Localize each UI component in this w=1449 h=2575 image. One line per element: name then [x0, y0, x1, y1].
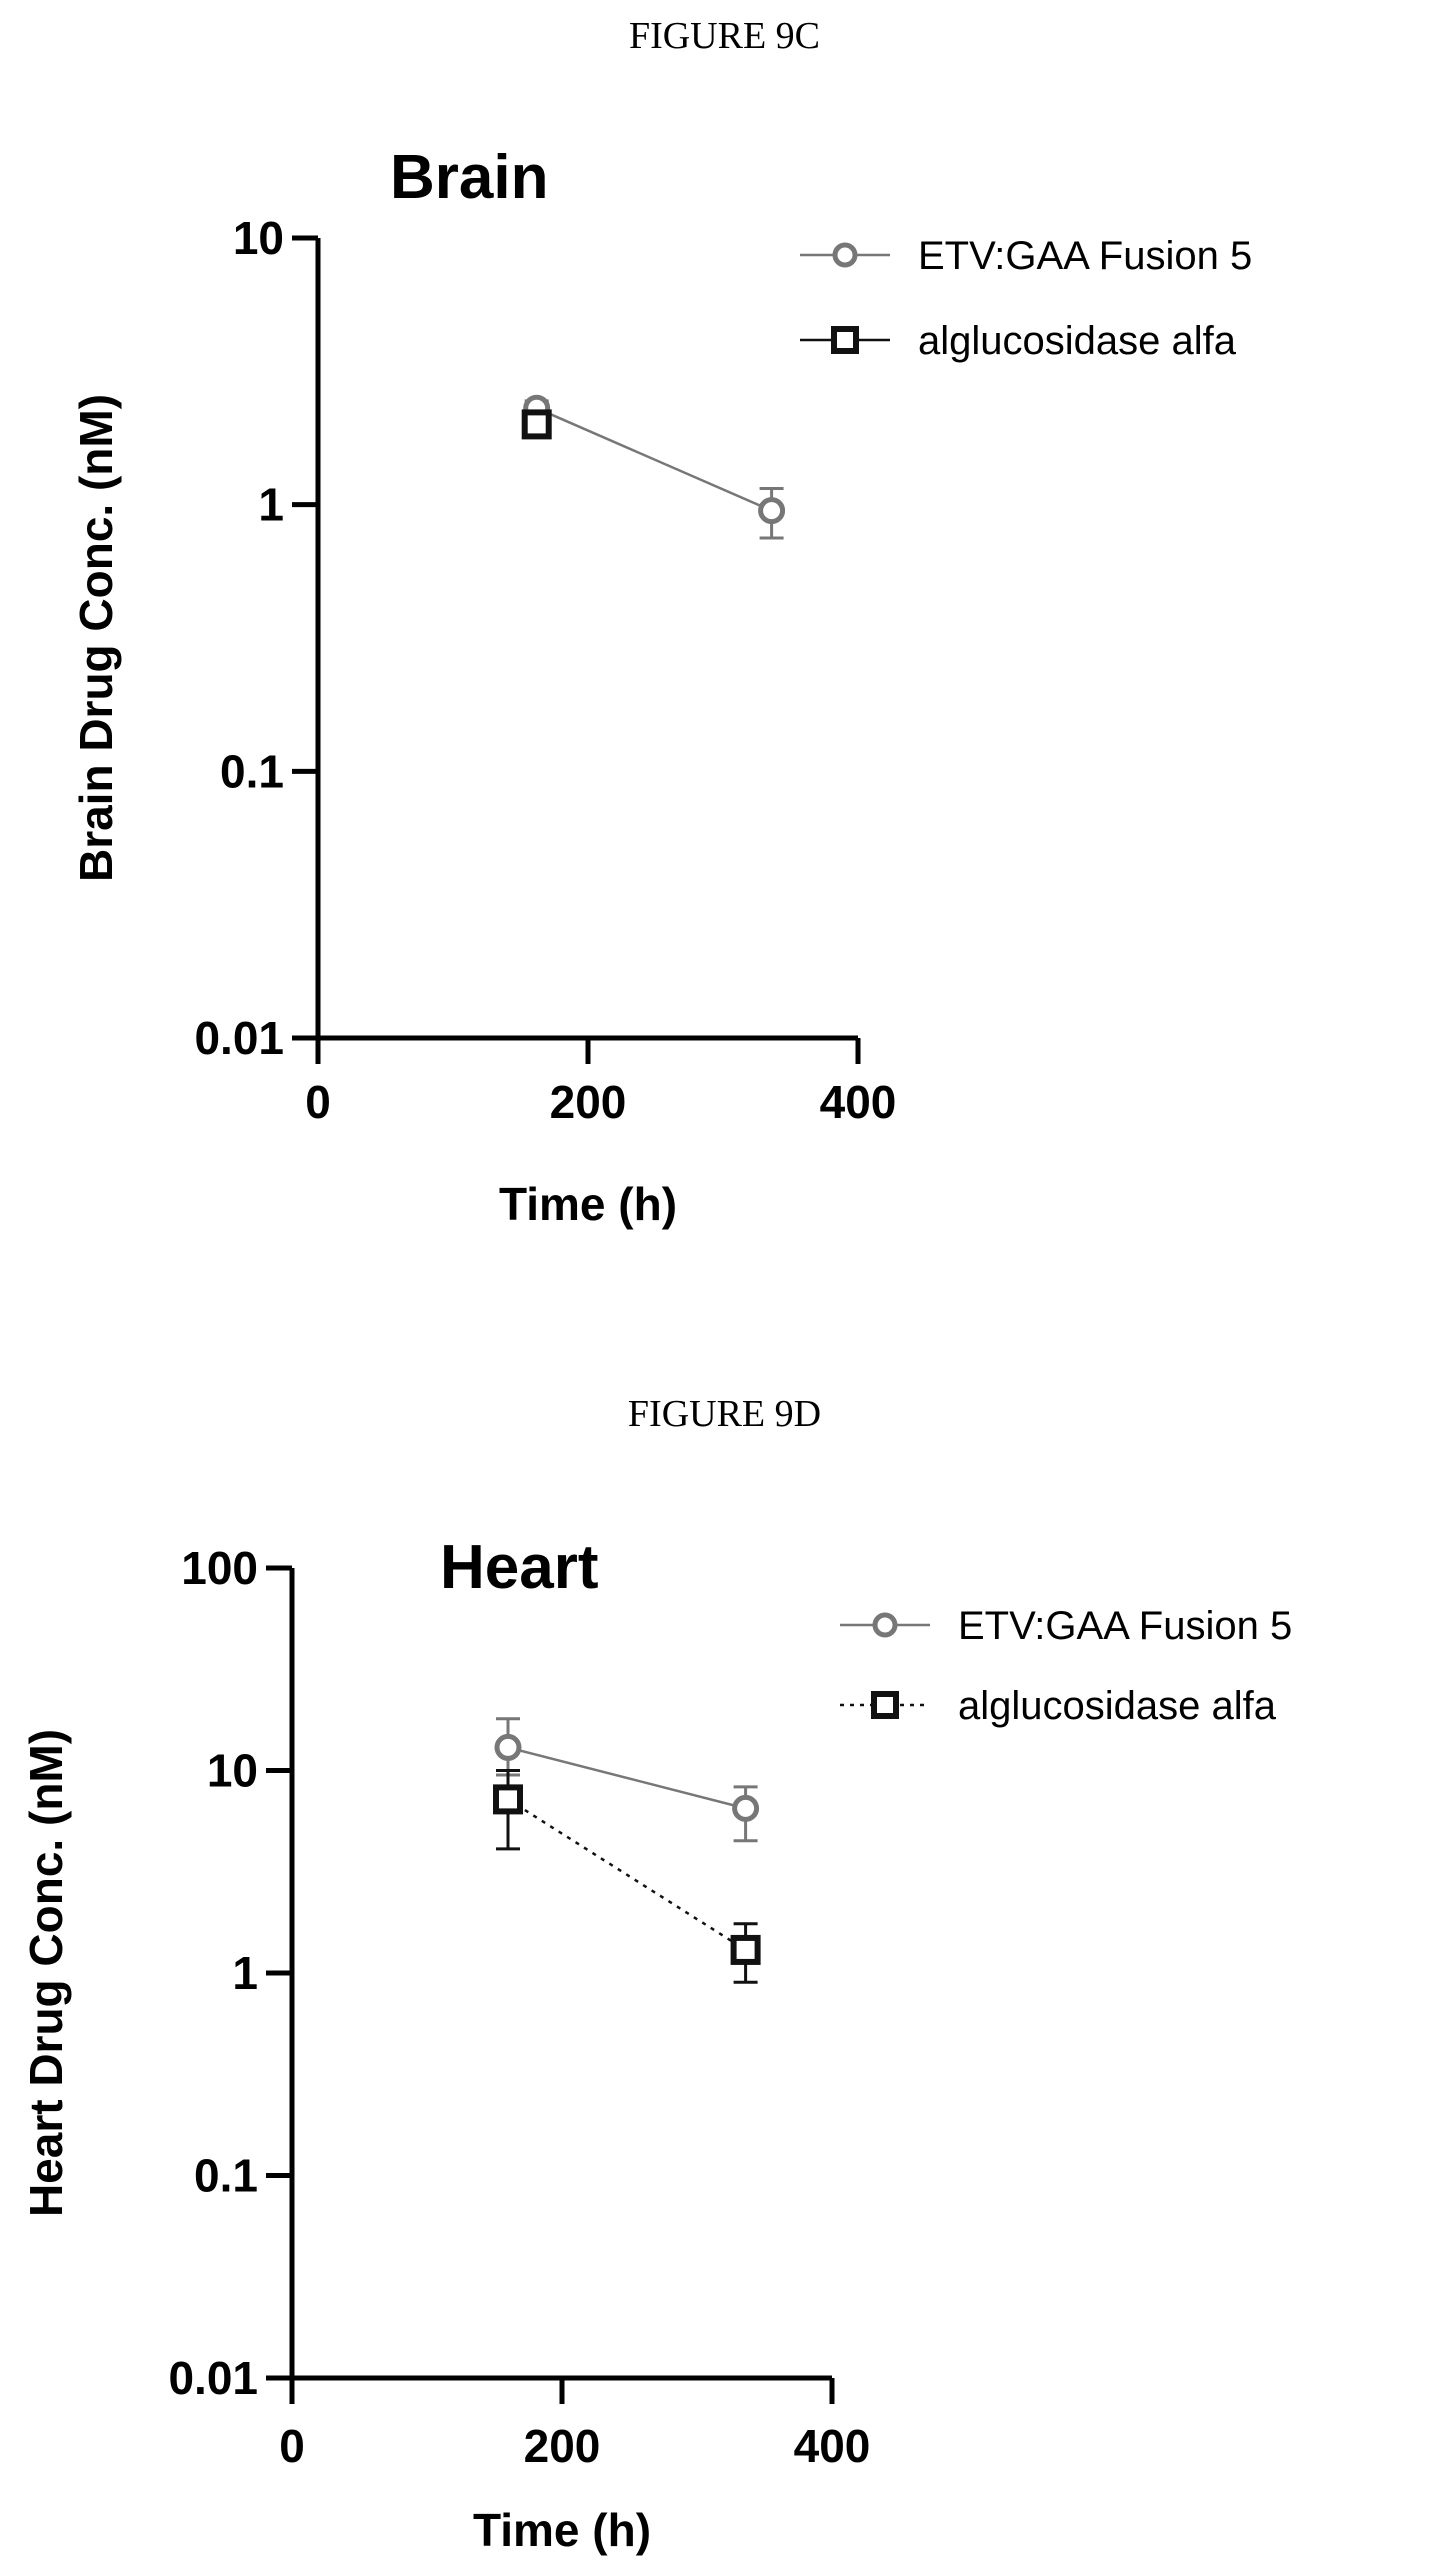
y-tick-label: 0.01: [194, 1012, 284, 1064]
y-tick-label: 1: [258, 479, 284, 531]
legend-label: alglucosidase alfa: [958, 1684, 1277, 1728]
figure-caption-9d: FIGURE 9D: [627, 1393, 822, 1435]
data-point-circle: [494, 1733, 522, 1761]
y-axis-label: Heart Drug Conc. (nM): [20, 1729, 72, 2217]
data-point-square: [521, 409, 552, 440]
brain-chart: Brain 10 1 0.1 0.01 0 200 400 Time (h) Brain Drug…: [70, 143, 1252, 1230]
y-tick-label: 0.1: [220, 745, 284, 797]
heart-chart: Heart 100 10 1 0.1 0.01 0 200 400 Time (h) Heart D…: [20, 1533, 1292, 2556]
y-axis-label: Brain Drug Conc. (nM): [70, 394, 122, 882]
legend-marker-circle: [832, 242, 858, 268]
series-line: [536, 407, 773, 512]
data-point-square: [493, 1784, 523, 1815]
chart-title: Brain: [390, 143, 548, 212]
data-point-square: [730, 1934, 761, 1965]
series-line: [507, 1798, 747, 1951]
x-tick-label: 400: [820, 1076, 897, 1128]
x-axis-label: Time (h): [473, 2504, 651, 2556]
legend-marker-square: [831, 326, 859, 354]
figure-caption-9c: FIGURE 9C: [628, 15, 821, 57]
y-tick-label: 100: [181, 1542, 258, 1594]
x-tick-label: 200: [550, 1076, 627, 1128]
y-tick-label: 1: [232, 1947, 258, 1999]
legend-label: ETV:GAA Fusion 5: [918, 234, 1252, 278]
data-point-circle: [758, 497, 786, 525]
series-line: [507, 1746, 746, 1810]
x-tick-label: 0: [279, 2420, 305, 2472]
legend-label: ETV:GAA Fusion 5: [958, 1604, 1292, 1648]
x-tick-label: 200: [524, 2420, 601, 2472]
y-tick-label: 10: [207, 1745, 258, 1797]
chart-title: Heart: [440, 1533, 599, 1602]
y-tick-label: 10: [233, 212, 284, 264]
data-point-circle: [732, 1794, 760, 1822]
legend-label: alglucosidase alfa: [918, 319, 1237, 363]
x-axis-label: Time (h): [499, 1178, 677, 1230]
y-tick-label: 0.1: [194, 2150, 258, 2202]
legend-marker-square: [871, 1691, 899, 1719]
legend-marker-circle: [872, 1612, 898, 1638]
y-tick-label: 0.01: [168, 2352, 258, 2404]
x-tick-label: 400: [794, 2420, 871, 2472]
x-tick-label: 0: [305, 1076, 331, 1128]
